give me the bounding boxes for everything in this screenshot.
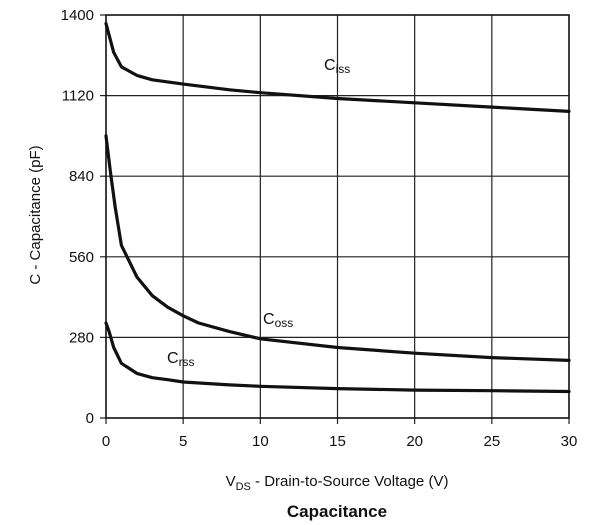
series-labels: Ciss Coss Crss: [167, 57, 350, 369]
grid: [100, 14, 570, 424]
tick-labels: 0 5 10 15 20 25 30 0 280 560 840 1120 1400: [61, 7, 578, 450]
y-tick-label: 0: [86, 410, 94, 427]
x-tick-label: 15: [329, 433, 346, 450]
plot-frame: [105, 14, 570, 419]
x-tick-label: 0: [102, 433, 110, 450]
series-label-crss: Crss: [167, 350, 195, 369]
x-tick-label: 30: [561, 433, 578, 450]
chart-title: Capacitance: [287, 502, 387, 521]
y-tick-label: 560: [69, 249, 94, 266]
y-tick-label: 280: [69, 329, 94, 346]
series-layer: [104, 22, 571, 394]
series-label-coss: Coss: [263, 311, 293, 330]
x-axis-label-rest: - Drain-to-Source Voltage (V): [251, 473, 449, 490]
x-tick-label: 20: [406, 433, 423, 450]
y-axis-label: C - Capacitance (pF): [27, 145, 44, 284]
y-tick-label: 840: [69, 168, 94, 185]
x-tick-label: 10: [252, 433, 269, 450]
x-axis-label: VDS - Drain-to-Source Voltage (V): [226, 473, 449, 493]
y-tick-label: 1120: [62, 88, 94, 105]
x-axis-label-main: V: [226, 473, 236, 490]
x-axis-label-sub: DS: [236, 481, 251, 493]
x-tick-label: 5: [179, 433, 187, 450]
series-line-coss: [104, 134, 571, 362]
series-label-ciss: Ciss: [324, 57, 350, 76]
x-tick-label: 25: [483, 433, 500, 450]
series-line-crss: [104, 321, 571, 394]
series-line-ciss: [104, 22, 571, 113]
y-tick-label: 1400: [61, 7, 94, 24]
